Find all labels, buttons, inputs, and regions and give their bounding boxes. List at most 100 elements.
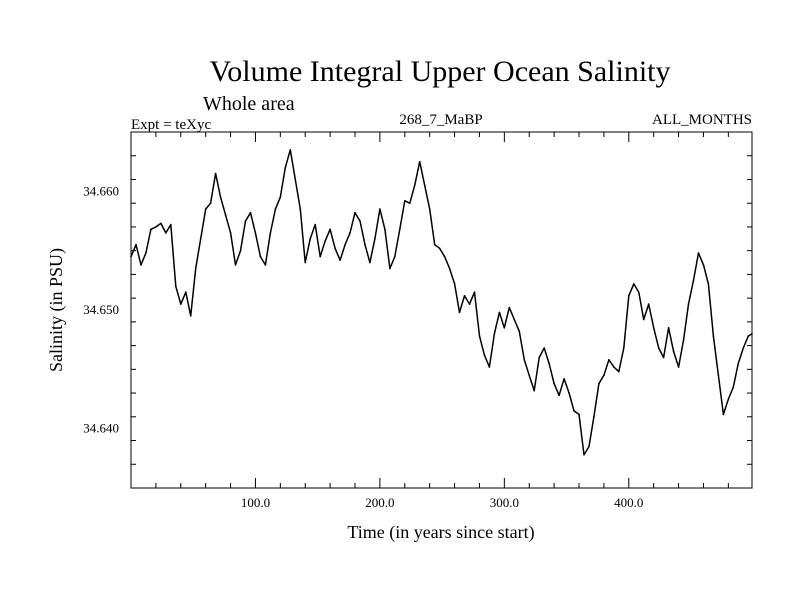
data-point [294,178,297,181]
x-tick-label: 200.0 [365,495,394,510]
data-point [503,327,506,329]
data-point [229,232,232,234]
data-point [508,306,511,309]
data-point [264,264,267,266]
data-point [513,318,516,321]
data-point [468,303,471,305]
data-point [239,249,242,252]
data-point [727,398,730,400]
data-point [558,394,560,397]
data-point [364,243,366,246]
data-point [623,347,625,349]
data-point [349,232,351,234]
data-point [593,416,595,418]
data-point [453,283,456,285]
data-point [483,354,486,356]
data-point [697,252,700,254]
data-point [433,243,436,246]
data-point [209,202,212,204]
y-tick-label: 34.650 [83,302,119,317]
data-point [150,228,152,231]
y-tick-label: 34.660 [83,183,119,198]
data-point [165,232,167,234]
x-tick-label: 300.0 [490,495,519,510]
data-point [682,338,685,341]
x-tick-label: 400.0 [614,495,643,510]
x-axis-label: Time (in years since start) [347,522,534,543]
data-point [642,318,645,321]
data-point [543,347,545,349]
y-tick-labels: 34.640 34.650 34.660 [83,183,119,435]
data-point [478,335,481,337]
data-point [428,208,431,210]
data-point [180,303,182,305]
data-point [413,184,416,187]
data-point [404,200,406,202]
data-point [155,226,157,228]
data-point [633,283,635,285]
data-point [563,378,565,380]
data-point [613,366,615,368]
data-point [334,247,336,250]
data-point [618,370,620,373]
data-point [667,327,670,329]
data-point [742,347,745,349]
data-point [687,303,690,305]
data-point [498,311,501,314]
y-axis-label: Salinity (in PSU) [46,248,67,372]
data-point [722,413,725,416]
data-point [747,335,750,337]
data-point [628,295,630,297]
data-point [145,252,147,254]
data-point [339,259,341,262]
data-point [304,261,307,264]
months-label: ALL_MONTHS [652,112,752,128]
data-point [160,222,162,225]
chart-subtitle: Whole area [203,93,295,115]
data-point [638,291,640,294]
data-point [299,208,302,210]
data-point [214,172,217,175]
data-point [324,240,326,242]
y-tick-label: 34.640 [83,421,119,436]
data-point [588,445,590,448]
data-point [493,332,496,335]
data-point [130,255,132,258]
data-point [707,283,710,285]
data-point [344,243,346,246]
data-point [244,220,247,222]
data-point [185,291,187,294]
run-id-label: 268_7_MaBP [399,112,482,128]
data-point [652,327,655,329]
series-points [130,149,753,456]
data-point [463,295,466,297]
data-point [518,330,521,333]
data-point [279,196,282,199]
data-point [354,211,356,214]
data-point [234,264,237,266]
data-point [289,149,292,151]
data-point [254,232,257,234]
data-point [732,386,735,388]
data-point [284,166,287,169]
data-point [533,389,535,392]
data-point [359,220,361,222]
data-point [409,202,411,204]
x-tick-label: 100.0 [241,495,270,510]
data-point [274,208,277,210]
data-point [394,255,396,258]
data-point [443,255,446,258]
x-tick-labels: 100.0 200.0 300.0 400.0 [241,495,644,510]
data-point [553,382,555,385]
data-point [737,362,740,365]
data-point [314,223,317,226]
data-point [538,356,540,359]
experiment-label: Expt = teXyc [131,117,211,133]
data-point [369,261,371,264]
data-point [384,228,386,231]
data-point [189,315,192,317]
data-point [448,267,451,270]
data-point [175,285,177,288]
axis-ticks [131,132,752,488]
data-point [608,359,610,361]
